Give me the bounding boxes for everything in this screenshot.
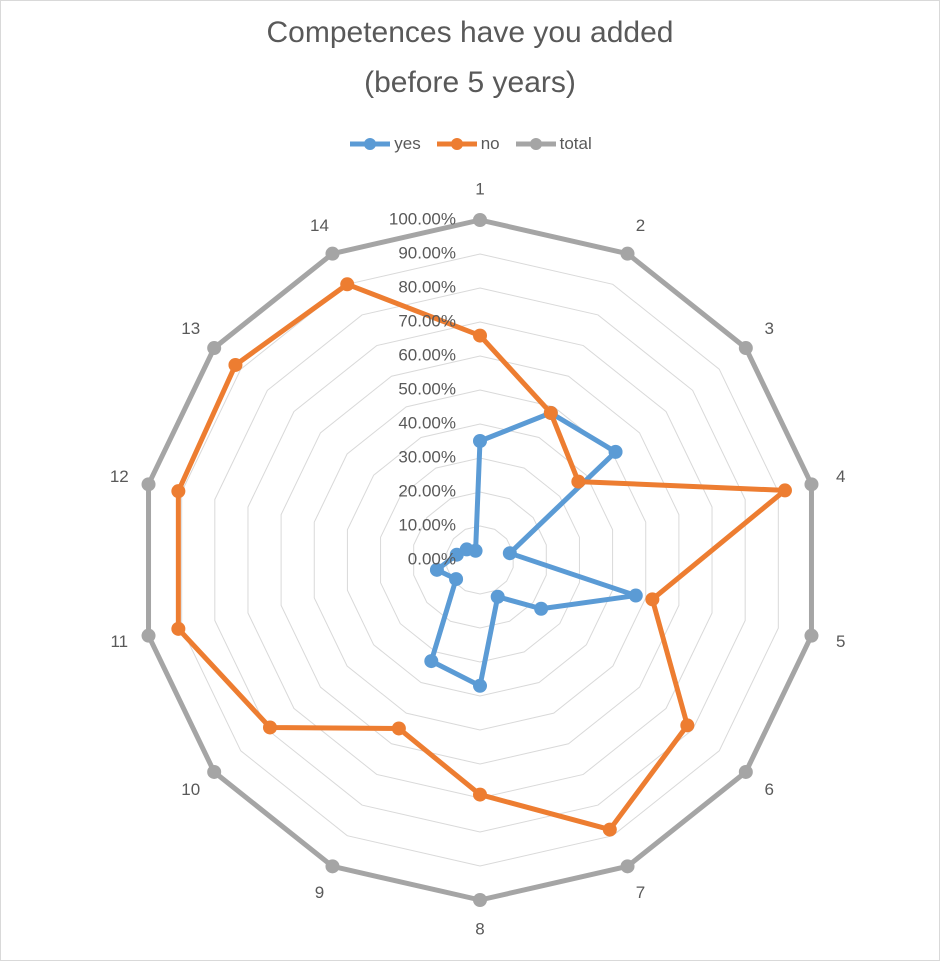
tick-label-1: 10.00% — [398, 515, 456, 534]
gridline-3 — [380, 457, 580, 663]
legend-label-no: no — [480, 134, 500, 153]
tick-label-4: 40.00% — [398, 413, 456, 432]
series-point-yes-8 — [473, 678, 487, 693]
series-point-total-6 — [738, 764, 753, 779]
series-point-yes-6 — [534, 601, 549, 616]
series-line-no — [175, 281, 788, 833]
legend-swatch-total — [515, 138, 556, 150]
category-label-12: 12 — [110, 467, 129, 486]
chart-title-line1: Competences have you added — [266, 16, 674, 49]
series-point-no-13 — [228, 357, 243, 372]
series-point-yes-5 — [628, 588, 643, 603]
tick-label-5: 50.00% — [398, 379, 456, 398]
series-point-total-12 — [141, 477, 156, 492]
legend: yes no total — [0, 134, 940, 154]
gridline-8 — [214, 287, 746, 833]
gridline-6 — [280, 355, 680, 765]
tick-label-7: 70.00% — [398, 311, 456, 330]
legend-label-total: total — [559, 134, 592, 153]
tick-label-3: 30.00% — [398, 447, 456, 466]
series-point-no-12 — [171, 484, 186, 499]
category-label-7: 7 — [636, 883, 645, 902]
tick-label-8: 80.00% — [398, 277, 456, 296]
series-point-yes-11 — [429, 562, 444, 577]
gridline-4 — [346, 423, 614, 697]
series-point-no-9 — [391, 721, 406, 736]
series-point-yes-9 — [424, 654, 439, 669]
series-point-yes-10 — [449, 572, 464, 587]
category-label-4: 4 — [836, 467, 845, 486]
category-label-5: 5 — [836, 632, 845, 651]
gridline-5 — [313, 389, 647, 731]
legend-swatch-no — [436, 138, 477, 150]
series-point-no-7 — [602, 822, 617, 837]
series-point-total-5 — [804, 628, 819, 643]
series-point-total-7 — [620, 859, 635, 874]
category-label-3: 3 — [765, 319, 774, 338]
legend-swatch-yes — [350, 138, 391, 150]
legend-item-total: total — [514, 134, 592, 154]
series-point-yes-14 — [468, 543, 483, 558]
series-point-no-14 — [340, 277, 355, 292]
tick-label-6: 60.00% — [398, 345, 456, 364]
series-point-total-11 — [141, 628, 156, 643]
category-label-8: 8 — [475, 919, 484, 938]
series-point-no-6 — [680, 718, 695, 733]
series-point-no-11 — [171, 621, 186, 636]
legend-item-yes: yes — [348, 134, 421, 154]
series-point-yes-4 — [502, 546, 517, 561]
tick-label-10: 100.00% — [389, 209, 456, 228]
category-label-9: 9 — [315, 883, 324, 902]
gridline-1 — [446, 525, 514, 595]
series-point-total-3 — [738, 341, 753, 356]
category-label-6: 6 — [765, 780, 774, 799]
category-label-13: 13 — [181, 319, 200, 338]
series-point-total-13 — [207, 341, 222, 356]
series-point-total-1 — [473, 213, 487, 227]
tick-label-2: 20.00% — [398, 481, 456, 500]
series-point-total-10 — [207, 764, 222, 779]
series-point-yes-1 — [473, 434, 487, 448]
tick-label-9: 90.00% — [398, 243, 456, 262]
category-label-10: 10 — [181, 780, 200, 799]
series-point-no-1 — [473, 328, 487, 343]
series-point-no-4 — [777, 483, 792, 498]
tick-label-0: 0.00% — [408, 549, 456, 568]
series-point-total-9 — [325, 859, 340, 874]
category-label-14: 14 — [310, 216, 329, 235]
series-point-no-3 — [571, 474, 586, 489]
series-point-total-8 — [473, 893, 487, 907]
series-point-no-8 — [473, 787, 487, 802]
series-point-total-2 — [620, 246, 635, 261]
category-label-1: 1 — [475, 179, 484, 198]
category-label-11: 11 — [110, 632, 128, 651]
gridline-9 — [181, 253, 779, 867]
series-point-yes-3 — [608, 444, 623, 459]
chart-title-line2: (before 5 years) — [364, 66, 576, 99]
series-point-yes-7 — [490, 589, 505, 604]
series-point-total-14 — [325, 246, 340, 261]
series-point-no-5 — [645, 592, 660, 607]
legend-item-no: no — [435, 134, 500, 154]
category-label-2: 2 — [636, 216, 645, 235]
series-point-no-10 — [263, 720, 278, 735]
series-point-total-4 — [804, 477, 819, 492]
series-point-no-2 — [543, 405, 558, 420]
legend-label-yes: yes — [394, 134, 421, 153]
